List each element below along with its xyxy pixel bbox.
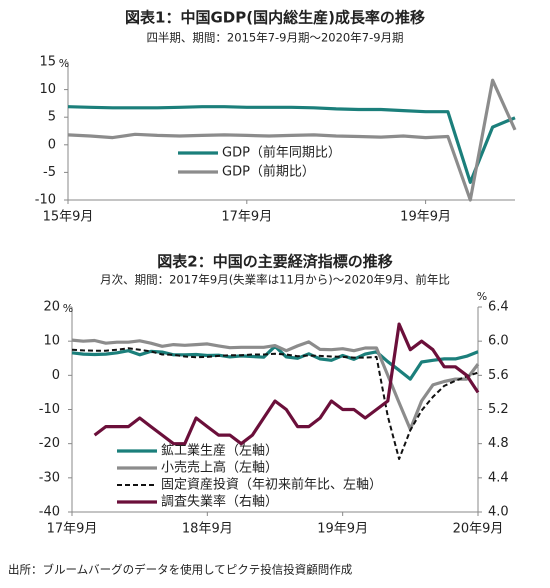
chart-title: 図表2：中国の主要経済指標の推移 bbox=[157, 253, 392, 271]
series-line bbox=[93, 322, 480, 446]
legend-label: GDP（前年同期比） bbox=[222, 145, 341, 161]
y-tick-label: 15 bbox=[39, 55, 56, 70]
chart-subtitle: 四半期、期間：2015年7-9月期～2020年7-9月期 bbox=[146, 31, 403, 45]
x-tick-label: 17年9月 bbox=[221, 210, 272, 225]
y-unit: % bbox=[59, 57, 69, 70]
y-tick-label: 10 bbox=[43, 334, 60, 349]
y2-tick-label: 6.0 bbox=[488, 334, 509, 349]
series-line bbox=[71, 344, 479, 381]
y2-tick-label: 4.4 bbox=[488, 470, 509, 485]
y-tick-label: -30 bbox=[39, 470, 60, 485]
y-tick-label: 5 bbox=[48, 110, 56, 125]
x-tick-label: 18年9月 bbox=[182, 522, 233, 537]
x-tick-label: 20年9月 bbox=[453, 522, 504, 537]
y-tick-label: 0 bbox=[52, 368, 60, 383]
legend-label: 固定資産投資（年初来前年比、左軸） bbox=[161, 477, 382, 493]
y2-unit: % bbox=[477, 290, 487, 303]
x-tick-label: 19年9月 bbox=[400, 210, 451, 225]
y2-tick-label: 6.4 bbox=[488, 300, 509, 315]
legend-label: GDP（前期比） bbox=[222, 164, 315, 180]
chart-title: 図表1：中国GDP(国内総生産)成長率の推移 bbox=[125, 9, 425, 27]
y-tick-label: -40 bbox=[39, 505, 60, 520]
y-tick-label: 0 bbox=[48, 137, 56, 152]
series-line bbox=[71, 347, 479, 460]
legend-label: 調査失業率（右軸） bbox=[161, 494, 278, 510]
y-tick-label: -5 bbox=[43, 165, 56, 180]
y-tick-label: -10 bbox=[35, 193, 56, 208]
y-unit: % bbox=[63, 302, 73, 315]
y2-tick-label: 5.6 bbox=[488, 368, 509, 383]
x-tick-label: 15年9月 bbox=[43, 210, 94, 225]
y-tick-label: 20 bbox=[43, 300, 60, 315]
chart-subtitle: 月次、期間：2017年9月(失業率は11月から)～2020年9月、前年比 bbox=[100, 273, 450, 287]
y-tick-label: -10 bbox=[39, 402, 60, 417]
y-tick-label: 10 bbox=[39, 82, 56, 97]
y-tick-label: -20 bbox=[39, 436, 60, 451]
legend-label: 鉱工業生産（左軸） bbox=[161, 443, 278, 459]
legend-label: 小売売上高（左軸） bbox=[161, 460, 278, 476]
source-note: 出所：ブルームバーグのデータを使用してピクテ投信投資顧問作成 bbox=[8, 563, 353, 577]
series-line bbox=[67, 105, 516, 184]
series-line bbox=[67, 78, 517, 202]
y2-tick-label: 4.0 bbox=[488, 505, 509, 520]
y2-tick-label: 5.2 bbox=[488, 402, 509, 417]
x-tick-label: 17年9月 bbox=[47, 522, 98, 537]
y2-tick-label: 4.8 bbox=[488, 436, 509, 451]
x-tick-label: 19年9月 bbox=[317, 522, 368, 537]
